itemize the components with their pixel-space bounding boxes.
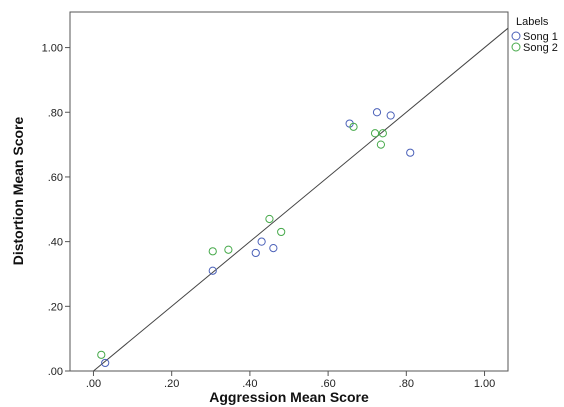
legend-marker xyxy=(511,31,521,41)
reference-line xyxy=(93,27,508,371)
y-tick-label: .40 xyxy=(48,237,63,249)
data-point-song-2 xyxy=(265,214,274,224)
data-point-song-1 xyxy=(101,358,110,368)
y-tick-label: 1.00 xyxy=(42,43,63,55)
y-tick-label: .20 xyxy=(48,301,63,313)
x-tick-label: .20 xyxy=(164,378,179,390)
data-point-song-2 xyxy=(208,247,217,256)
x-tick-label: .00 xyxy=(86,378,101,390)
data-point-song-1 xyxy=(257,237,266,246)
data-point-song-1 xyxy=(208,266,217,275)
y-tick-label: .80 xyxy=(48,107,63,119)
y-tick-label: .60 xyxy=(48,172,63,184)
data-point-song-1 xyxy=(269,243,278,253)
x-tick-label: 1.00 xyxy=(474,378,495,390)
data-point-song-2 xyxy=(376,140,386,149)
reference-line-layer xyxy=(93,27,508,371)
legend-marker xyxy=(511,42,521,52)
legend-title: Labels xyxy=(516,16,549,28)
legend-label: Song 1 xyxy=(523,31,558,43)
x-axis-title: Aggression Mean Score xyxy=(209,389,369,405)
data-point-song-2 xyxy=(97,350,106,359)
y-axis: .00 .20 .40 .60 .80 1.00 xyxy=(42,43,70,378)
data-point-song-2 xyxy=(349,122,358,131)
y-tick-label: .00 xyxy=(48,366,63,378)
legend-label: Song 2 xyxy=(523,42,558,54)
data-point-song-2 xyxy=(370,129,380,138)
data-point-song-2 xyxy=(224,245,233,254)
x-tick-label: .40 xyxy=(242,378,257,390)
y-axis-title: Distortion Mean Score xyxy=(10,117,26,266)
plot-area-frame xyxy=(69,11,509,372)
x-tick-label: .60 xyxy=(320,378,335,390)
x-axis: .00 .20 .40 .60 .80 1.00 xyxy=(86,371,495,390)
data-point-song-1 xyxy=(406,148,415,157)
data-point-song-1 xyxy=(372,108,382,117)
data-point-song-2 xyxy=(277,227,286,237)
data-point-song-1 xyxy=(386,111,395,120)
data-point-song-2 xyxy=(378,129,387,138)
x-tick-label: .80 xyxy=(399,378,414,390)
data-points-layer xyxy=(97,108,415,368)
data-point-song-1 xyxy=(251,248,260,258)
